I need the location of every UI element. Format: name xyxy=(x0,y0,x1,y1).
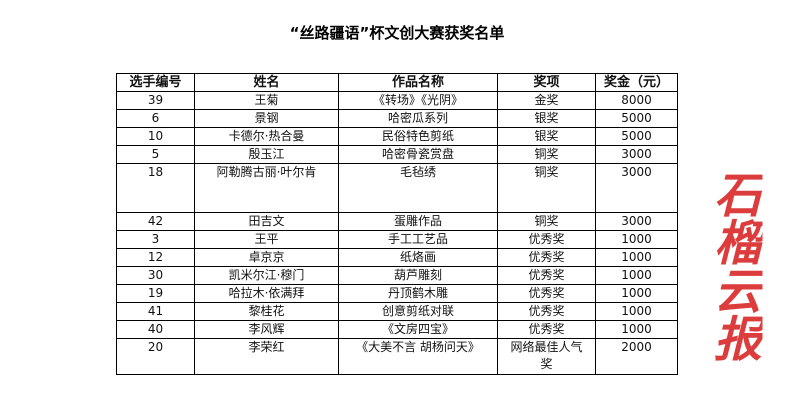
table-cell: 优秀奖 xyxy=(497,284,596,303)
table-cell: 3000 xyxy=(595,212,678,231)
table-cell: 20 xyxy=(116,338,195,375)
page-title: “丝路疆语”杯文创大赛获奖名单 xyxy=(289,24,505,42)
table-cell: 2000 xyxy=(595,338,678,375)
table-cell: 哈密骨瓷赏盘 xyxy=(338,145,498,164)
table-row: 3 王平 手工工艺品 优秀奖 1000 xyxy=(116,230,678,249)
table-cell: 1000 xyxy=(595,284,678,303)
table-cell: 5000 xyxy=(595,127,678,146)
table-cell: 1000 xyxy=(595,302,678,321)
table-cell: 6 xyxy=(116,109,195,128)
table-cell: 优秀奖 xyxy=(497,266,596,285)
table-cell: 哈拉木·依满拜 xyxy=(194,284,339,303)
table-cell: 手工工艺品 xyxy=(338,230,498,249)
table-row: 5 殷玉江 哈密骨瓷赏盘 铜奖 3000 xyxy=(116,145,678,164)
table-cell: 阿勒腾古丽·叶尔肯 xyxy=(194,163,339,213)
table-cell: 1000 xyxy=(595,266,678,285)
table-cell: 李荣红 xyxy=(194,338,339,375)
winners-table: 选手编号 姓名 作品名称 奖项 奖金（元） 39 王菊 《转场》《光阴》 金奖 8000 6 景钢哈… xyxy=(116,73,678,375)
table-cell: 《转场》《光阴》 xyxy=(338,91,498,110)
column-header: 姓名 xyxy=(194,73,339,92)
table-cell: 优秀奖 xyxy=(497,230,596,249)
table-cell: 3000 xyxy=(595,145,678,164)
table-cell: 网络最佳人气奖 xyxy=(497,338,596,375)
table-cell: 40 xyxy=(116,320,195,339)
table-row: 6 景钢 哈密瓜系列 银奖 5000 xyxy=(116,109,678,128)
watermark-logo: 石榴云报 xyxy=(705,170,761,362)
table-cell: 王菊 xyxy=(194,91,339,110)
table-cell: 李风辉 xyxy=(194,320,339,339)
table-cell: 铜奖 xyxy=(497,212,596,231)
table-row: 42 田吉文 蛋雕作品 铜奖 3000 xyxy=(116,212,678,231)
table-cell: 卓京京 xyxy=(194,248,339,267)
table-row: 41 黎桂花 创意剪纸对联 优秀奖 1000 xyxy=(116,302,678,321)
table-row: 30 凯米尔江·穆门 葫芦雕刻 优秀奖 1000 xyxy=(116,266,678,285)
table-cell: 1000 xyxy=(595,320,678,339)
table-cell: 卡德尔·热合曼 xyxy=(194,127,339,146)
table-cell: 创意剪纸对联 xyxy=(338,302,498,321)
table-header-row: 选手编号 姓名 作品名称 奖项 奖金（元） xyxy=(116,73,678,92)
table-cell: 黎桂花 xyxy=(194,302,339,321)
column-header: 奖项 xyxy=(497,73,596,92)
table-cell: 10 xyxy=(116,127,195,146)
table-cell: 毛毡绣 xyxy=(338,163,498,213)
table-cell: 1000 xyxy=(595,230,678,249)
table-cell: 银奖 xyxy=(497,127,596,146)
table-cell: 金奖 xyxy=(497,91,596,110)
table-cell: 《文房四宝》 xyxy=(338,320,498,339)
table-cell: 景钢 xyxy=(194,109,339,128)
column-header: 作品名称 xyxy=(338,73,498,92)
table-cell: 王平 xyxy=(194,230,339,249)
table-cell: 葫芦雕刻 xyxy=(338,266,498,285)
table-cell: 优秀奖 xyxy=(497,320,596,339)
table-cell: 优秀奖 xyxy=(497,302,596,321)
table-cell: 凯米尔江·穆门 xyxy=(194,266,339,285)
table-cell: 《大美不言 胡杨问天》 xyxy=(338,338,498,375)
table-cell: 30 xyxy=(116,266,195,285)
table-cell: 优秀奖 xyxy=(497,248,596,267)
table-cell: 银奖 xyxy=(497,109,596,128)
table-cell: 19 xyxy=(116,284,195,303)
table-cell: 丹顶鹤木雕 xyxy=(338,284,498,303)
table-row: 10 卡德尔·热合曼 民俗特色剪纸 银奖 5000 xyxy=(116,127,678,146)
table-row: 39 王菊 《转场》《光阴》 金奖 8000 xyxy=(116,91,678,110)
column-header: 选手编号 xyxy=(116,73,195,92)
table-cell: 铜奖 xyxy=(497,163,596,213)
table-cell: 田吉文 xyxy=(194,212,339,231)
table-cell: 5000 xyxy=(595,109,678,128)
table-cell: 18 xyxy=(116,163,195,213)
table-cell: 39 xyxy=(116,91,195,110)
table-cell: 民俗特色剪纸 xyxy=(338,127,498,146)
table-row: 40 李风辉 《文房四宝》 优秀奖 1000 xyxy=(116,320,678,339)
column-header: 奖金（元） xyxy=(595,73,678,92)
table-row: 19 哈拉木·依满拜 丹顶鹤木雕 优秀奖 1000 xyxy=(116,284,678,303)
table-cell: 3 xyxy=(116,230,195,249)
table-cell: 41 xyxy=(116,302,195,321)
table-cell: 殷玉江 xyxy=(194,145,339,164)
table-row: 18 阿勒腾古丽·叶尔肯 毛毡绣 铜奖 3000 xyxy=(116,163,678,213)
table-cell: 1000 xyxy=(595,248,678,267)
table-cell: 8000 xyxy=(595,91,678,110)
table-cell: 铜奖 xyxy=(497,145,596,164)
table-cell: 蛋雕作品 xyxy=(338,212,498,231)
table-cell: 12 xyxy=(116,248,195,267)
table-cell: 42 xyxy=(116,212,195,231)
table-row: 12 卓京京 纸烙画 优秀奖 1000 xyxy=(116,248,678,267)
table-cell: 3000 xyxy=(595,163,678,213)
table-cell: 哈密瓜系列 xyxy=(338,109,498,128)
table-cell: 纸烙画 xyxy=(338,248,498,267)
table-cell: 5 xyxy=(116,145,195,164)
table-row: 20 李荣红 《大美不言 胡杨问天》 网络最佳人气奖 2000 xyxy=(116,338,678,375)
